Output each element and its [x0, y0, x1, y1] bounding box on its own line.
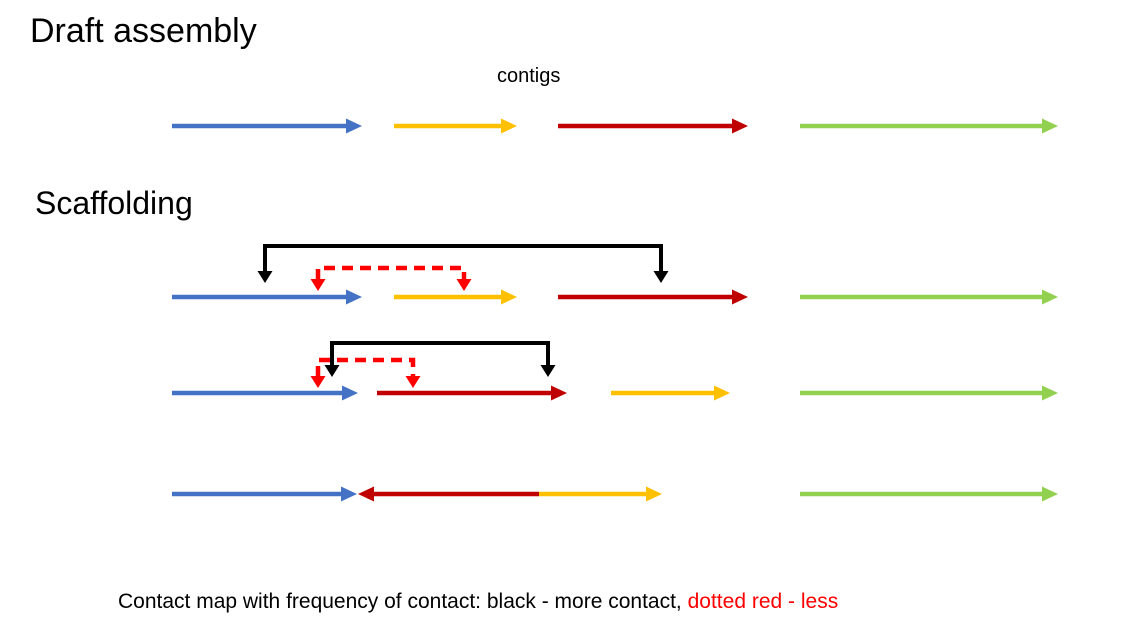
contig-gold-scaffold1-arrow [394, 289, 517, 305]
contig-darkred-draft-arrow [558, 118, 748, 134]
contact-black-scaffold1-connector [257, 244, 669, 283]
contig-green-final-arrow [800, 486, 1058, 502]
contigs-label: contigs [497, 65, 561, 87]
contig-gold-scaffold2-arrow [611, 385, 730, 401]
scaffolding-title: Scaffolding [35, 185, 193, 221]
contact-red-scaffold1-connector [310, 265, 472, 291]
contig-gold-draft-arrow [394, 118, 517, 134]
contig-blue-draft-arrow [172, 118, 362, 134]
contig-darkred-final-reversed-arrow [358, 486, 539, 502]
contig-blue-final-arrow [172, 486, 357, 502]
caption: Contact map with frequency of contact: b… [118, 590, 838, 614]
contig-blue-scaffold2-arrow [172, 385, 358, 401]
draft-assembly-title: Draft assembly [30, 12, 257, 50]
contig-gold-final-arrow [539, 486, 662, 502]
contig-darkred-scaffold1-arrow [558, 289, 748, 305]
caption-black-text: Contact map with frequency of contact: b… [118, 590, 688, 613]
contig-green-scaffold1-arrow [800, 289, 1058, 305]
contig-blue-scaffold1-arrow [172, 289, 362, 305]
contig-darkred-scaffold2-arrow [377, 385, 567, 401]
caption-red-text: dotted red - less [687, 590, 839, 613]
contact-black-scaffold2-connector [324, 341, 556, 377]
contig-green-scaffold2-arrow [800, 385, 1058, 401]
contig-green-draft-arrow [800, 118, 1058, 134]
contact-red-scaffold2-connector [310, 357, 421, 388]
